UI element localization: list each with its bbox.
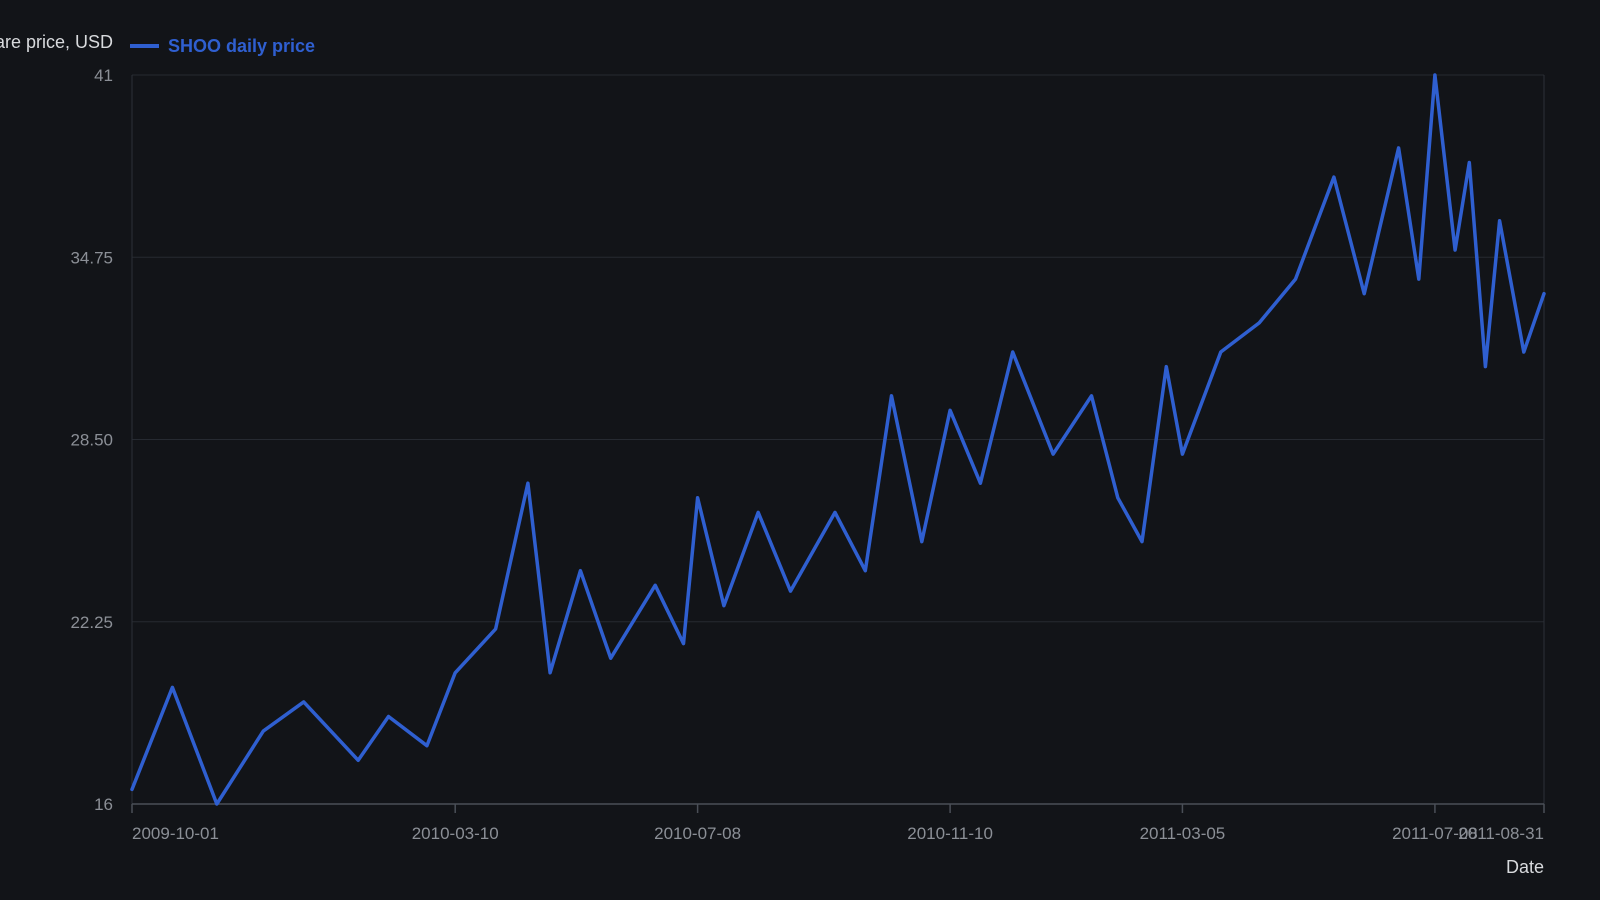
x-tick-label: 2010-07-08 [654, 824, 741, 843]
x-tick-label: 2010-03-10 [412, 824, 499, 843]
y-tick-label: 34.75 [70, 248, 113, 267]
series-lines [130, 73, 1546, 806]
x-tick-label: 2011-07-08 [1392, 824, 1478, 843]
plot-frame [131, 75, 1545, 805]
legend: SHOO daily price [130, 36, 315, 56]
y-tick-label: 22.25 [70, 613, 113, 632]
x-tick-label: 2011-03-05 [1140, 824, 1226, 843]
x-tick-label: 2010-11-10 [907, 824, 993, 843]
x-tick-label: 2011-08-31 [1458, 824, 1544, 843]
y-tick-label: 28.50 [70, 431, 113, 450]
x-axis-label: Date [1506, 857, 1544, 877]
x-axis-ticks: 2009-10-01 2010-03-10 2010-07-08 2010-11-10… [131, 804, 1545, 843]
x-tick-label: 2009-10-01 [132, 824, 219, 843]
y-tick-label: 41 [94, 66, 113, 85]
y-axis-ticks: 16 22.25 28.50 34.75 41 [70, 66, 113, 814]
y-axis-label: Share price, USD [0, 32, 113, 52]
y-tick-label: 16 [94, 795, 113, 814]
series-line-0 [130, 73, 1546, 806]
legend-label: SHOO daily price [168, 36, 315, 56]
